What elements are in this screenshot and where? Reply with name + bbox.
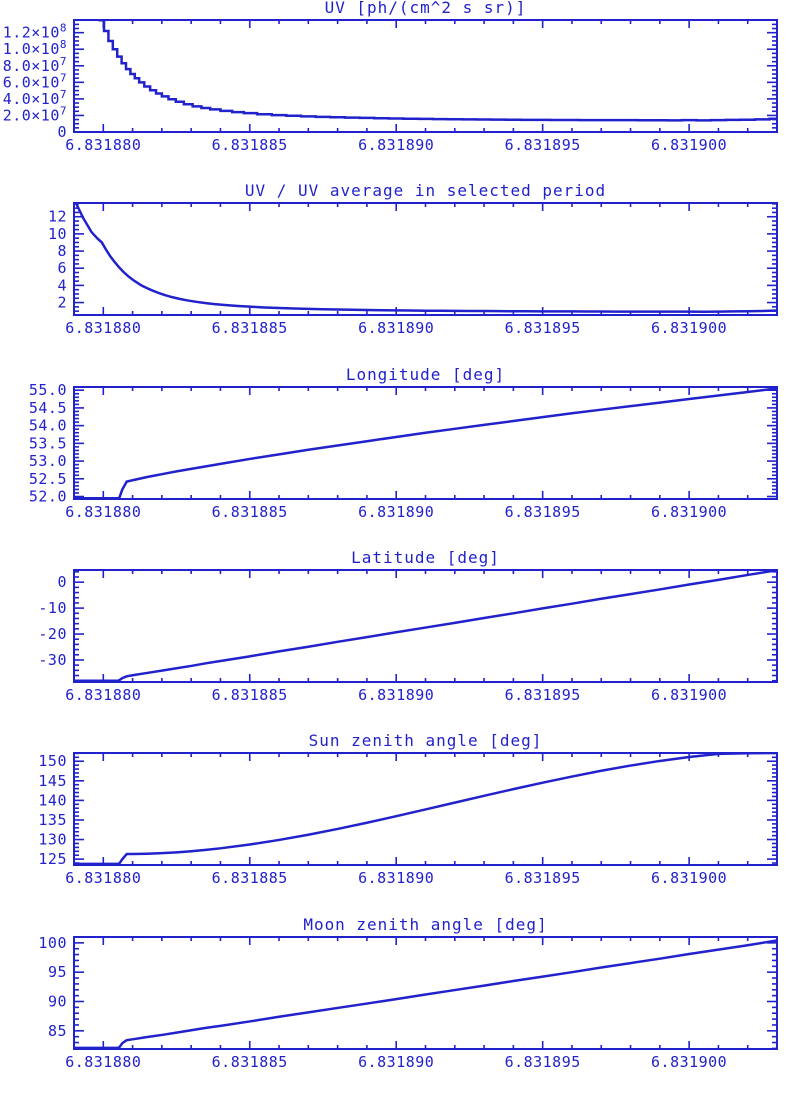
x-tick-label: 6.831890: [358, 503, 434, 521]
x-tick-label: 6.831900: [651, 319, 727, 337]
y-tick-label: 140: [38, 792, 67, 810]
data-line: [98, 19, 777, 122]
y-tick-label: 135: [38, 811, 67, 829]
x-tick-label: 6.831900: [651, 686, 727, 704]
y-tick-label: 54.5: [29, 399, 67, 417]
y-tick-label: 53.0: [29, 452, 67, 470]
y-tick-label: 52.0: [29, 487, 67, 505]
data-line: [74, 569, 777, 682]
plot-canvas: Latitude [deg] 6.831880 6.831885 6.831890 6.…: [38, 550, 778, 704]
x-tick-label: 6.831890: [358, 686, 434, 704]
y-tick-label: 90: [48, 992, 67, 1010]
x-tick-label: 6.831885: [212, 136, 288, 154]
x-tick-label: 6.831880: [65, 686, 141, 704]
x-tick-label: 6.831895: [505, 686, 581, 704]
y-tick-label: -10: [38, 599, 67, 617]
chart-uv: UV [ph/(cm^2 s sr)] 6.831880 6.831885 6.831…: [0, 0, 800, 183]
y-tick-label: 12: [48, 208, 67, 226]
plot-canvas: Moon zenith angle [deg] 6.831880 6.831885 6…: [38, 917, 778, 1071]
y-tick-label: 6.0×107: [3, 71, 67, 91]
plot-canvas: Sun zenith angle [deg] 6.831880 6.831885 6.…: [38, 733, 778, 887]
y-tick-label: 54.0: [29, 416, 67, 434]
x-tick-label: 6.831880: [65, 1053, 141, 1071]
x-tick-label: 6.831895: [505, 1053, 581, 1071]
plot-frame: [73, 385, 778, 500]
x-tick-label: 6.831885: [212, 1053, 288, 1071]
y-tick-label: 1.2×108: [3, 22, 67, 42]
y-tick-label: 125: [38, 850, 67, 868]
y-tick-label: 0: [57, 123, 67, 141]
y-tick-label: 145: [38, 772, 67, 790]
chart-moon-zenith-angle: Moon zenith angle [deg] 6.831880 6.831885 6…: [0, 917, 800, 1100]
x-tick-label: 6.831895: [505, 503, 581, 521]
data-line: [74, 203, 777, 314]
y-tick-label: 6: [57, 260, 67, 278]
chart-uv-ratio: UV / UV average in selected period 6.8318…: [0, 183, 800, 366]
x-tick-label: 6.831890: [358, 1053, 434, 1071]
plot-title: Sun zenith angle [deg]: [309, 733, 543, 750]
x-tick-label: 6.831895: [505, 869, 581, 887]
y-tick-label: -30: [38, 651, 67, 669]
x-tick-label: 6.831880: [65, 503, 141, 521]
y-tick-label: 130: [38, 831, 67, 849]
plot-title: Longitude [deg]: [346, 367, 505, 384]
x-tick-label: 6.831890: [358, 136, 434, 154]
y-tick-label: 8: [57, 242, 67, 260]
x-tick-label: 6.831880: [65, 319, 141, 337]
y-tick-label: 52.5: [29, 469, 67, 487]
x-tick-label: 6.831885: [212, 319, 288, 337]
y-tick-label: 53.5: [29, 434, 67, 452]
x-tick-label: 6.831880: [65, 136, 141, 154]
x-tick-label: 6.831900: [651, 503, 727, 521]
x-tick-label: 6.831885: [212, 503, 288, 521]
x-tick-label: 6.831885: [212, 686, 288, 704]
data-line: [74, 386, 777, 499]
y-tick-label: 1.0×108: [3, 38, 67, 58]
y-tick-label: 0: [57, 573, 67, 591]
y-tick-label: 55.0: [29, 381, 67, 399]
y-tick-label: 4.0×107: [3, 88, 67, 108]
y-tick-label: 4: [57, 277, 67, 295]
plot-title: Latitude [deg]: [351, 550, 500, 567]
x-tick-label: 6.831885: [212, 869, 288, 887]
x-tick-label: 6.831880: [65, 869, 141, 887]
plot-canvas: UV [ph/(cm^2 s sr)] 6.831880 6.831885 6.831…: [3, 0, 778, 154]
y-tick-label: 100: [38, 934, 67, 952]
x-tick-label: 6.831895: [505, 319, 581, 337]
x-tick-label: 6.831890: [358, 869, 434, 887]
plot-frame: [73, 18, 778, 133]
plot-title: Moon zenith angle [deg]: [303, 917, 547, 934]
y-tick-label: 95: [48, 963, 67, 981]
y-tick-label: -20: [38, 625, 67, 643]
y-tick-label: 150: [38, 753, 67, 771]
x-tick-label: 6.831900: [651, 1053, 727, 1071]
y-tick-label: 8.0×107: [3, 55, 67, 75]
x-tick-label: 6.831895: [505, 136, 581, 154]
data-line: [74, 753, 777, 866]
plot-canvas: UV / UV average in selected period 6.8318…: [48, 183, 778, 337]
chart-latitude: Latitude [deg] 6.831880 6.831885 6.831890 6.…: [0, 550, 800, 733]
data-line: [74, 938, 777, 1049]
y-tick-label: 2.0×107: [3, 104, 67, 124]
y-tick-label: 85: [48, 1021, 67, 1039]
chart-sun-zenith-angle: Sun zenith angle [deg] 6.831880 6.831885 6.…: [0, 733, 800, 916]
x-tick-label: 6.831900: [651, 869, 727, 887]
y-tick-label: 10: [48, 225, 67, 243]
chart-longitude: Longitude [deg] 6.831880 6.831885 6.831890 6…: [0, 367, 800, 550]
plot-canvas: Longitude [deg] 6.831880 6.831885 6.831890 6…: [29, 367, 778, 521]
plot-title: UV [ph/(cm^2 s sr)]: [325, 0, 527, 17]
x-tick-label: 6.831900: [651, 136, 727, 154]
y-tick-label: 2: [57, 294, 67, 312]
plot-title: UV / UV average in selected period: [245, 183, 606, 200]
x-tick-label: 6.831890: [358, 319, 434, 337]
